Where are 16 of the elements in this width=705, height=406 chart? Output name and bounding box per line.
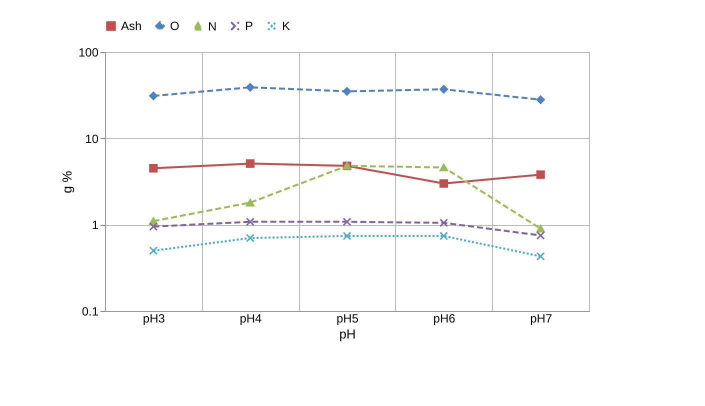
x-tick-label: pH7 (530, 312, 552, 326)
legend-label: K (282, 19, 290, 34)
x-tick-label: pH4 (240, 312, 262, 326)
legend-label: P (245, 19, 254, 34)
y-tick-label: 10 (85, 132, 99, 146)
y-tick-label: 100 (78, 46, 99, 60)
x-tick-label: pH3 (142, 312, 166, 326)
y-tick-label: 0.1 (82, 304, 99, 318)
y-axis-title: g % (59, 170, 74, 194)
legend-label: Ash (121, 19, 142, 34)
x-axis-title: pH (339, 326, 356, 342)
legend-label: N (208, 19, 217, 34)
legend-label: O (170, 19, 180, 34)
x-tick-label: pH5 (336, 312, 359, 326)
x-tick-label: pH6 (433, 312, 456, 326)
y-tick-label: 1 (92, 218, 99, 232)
